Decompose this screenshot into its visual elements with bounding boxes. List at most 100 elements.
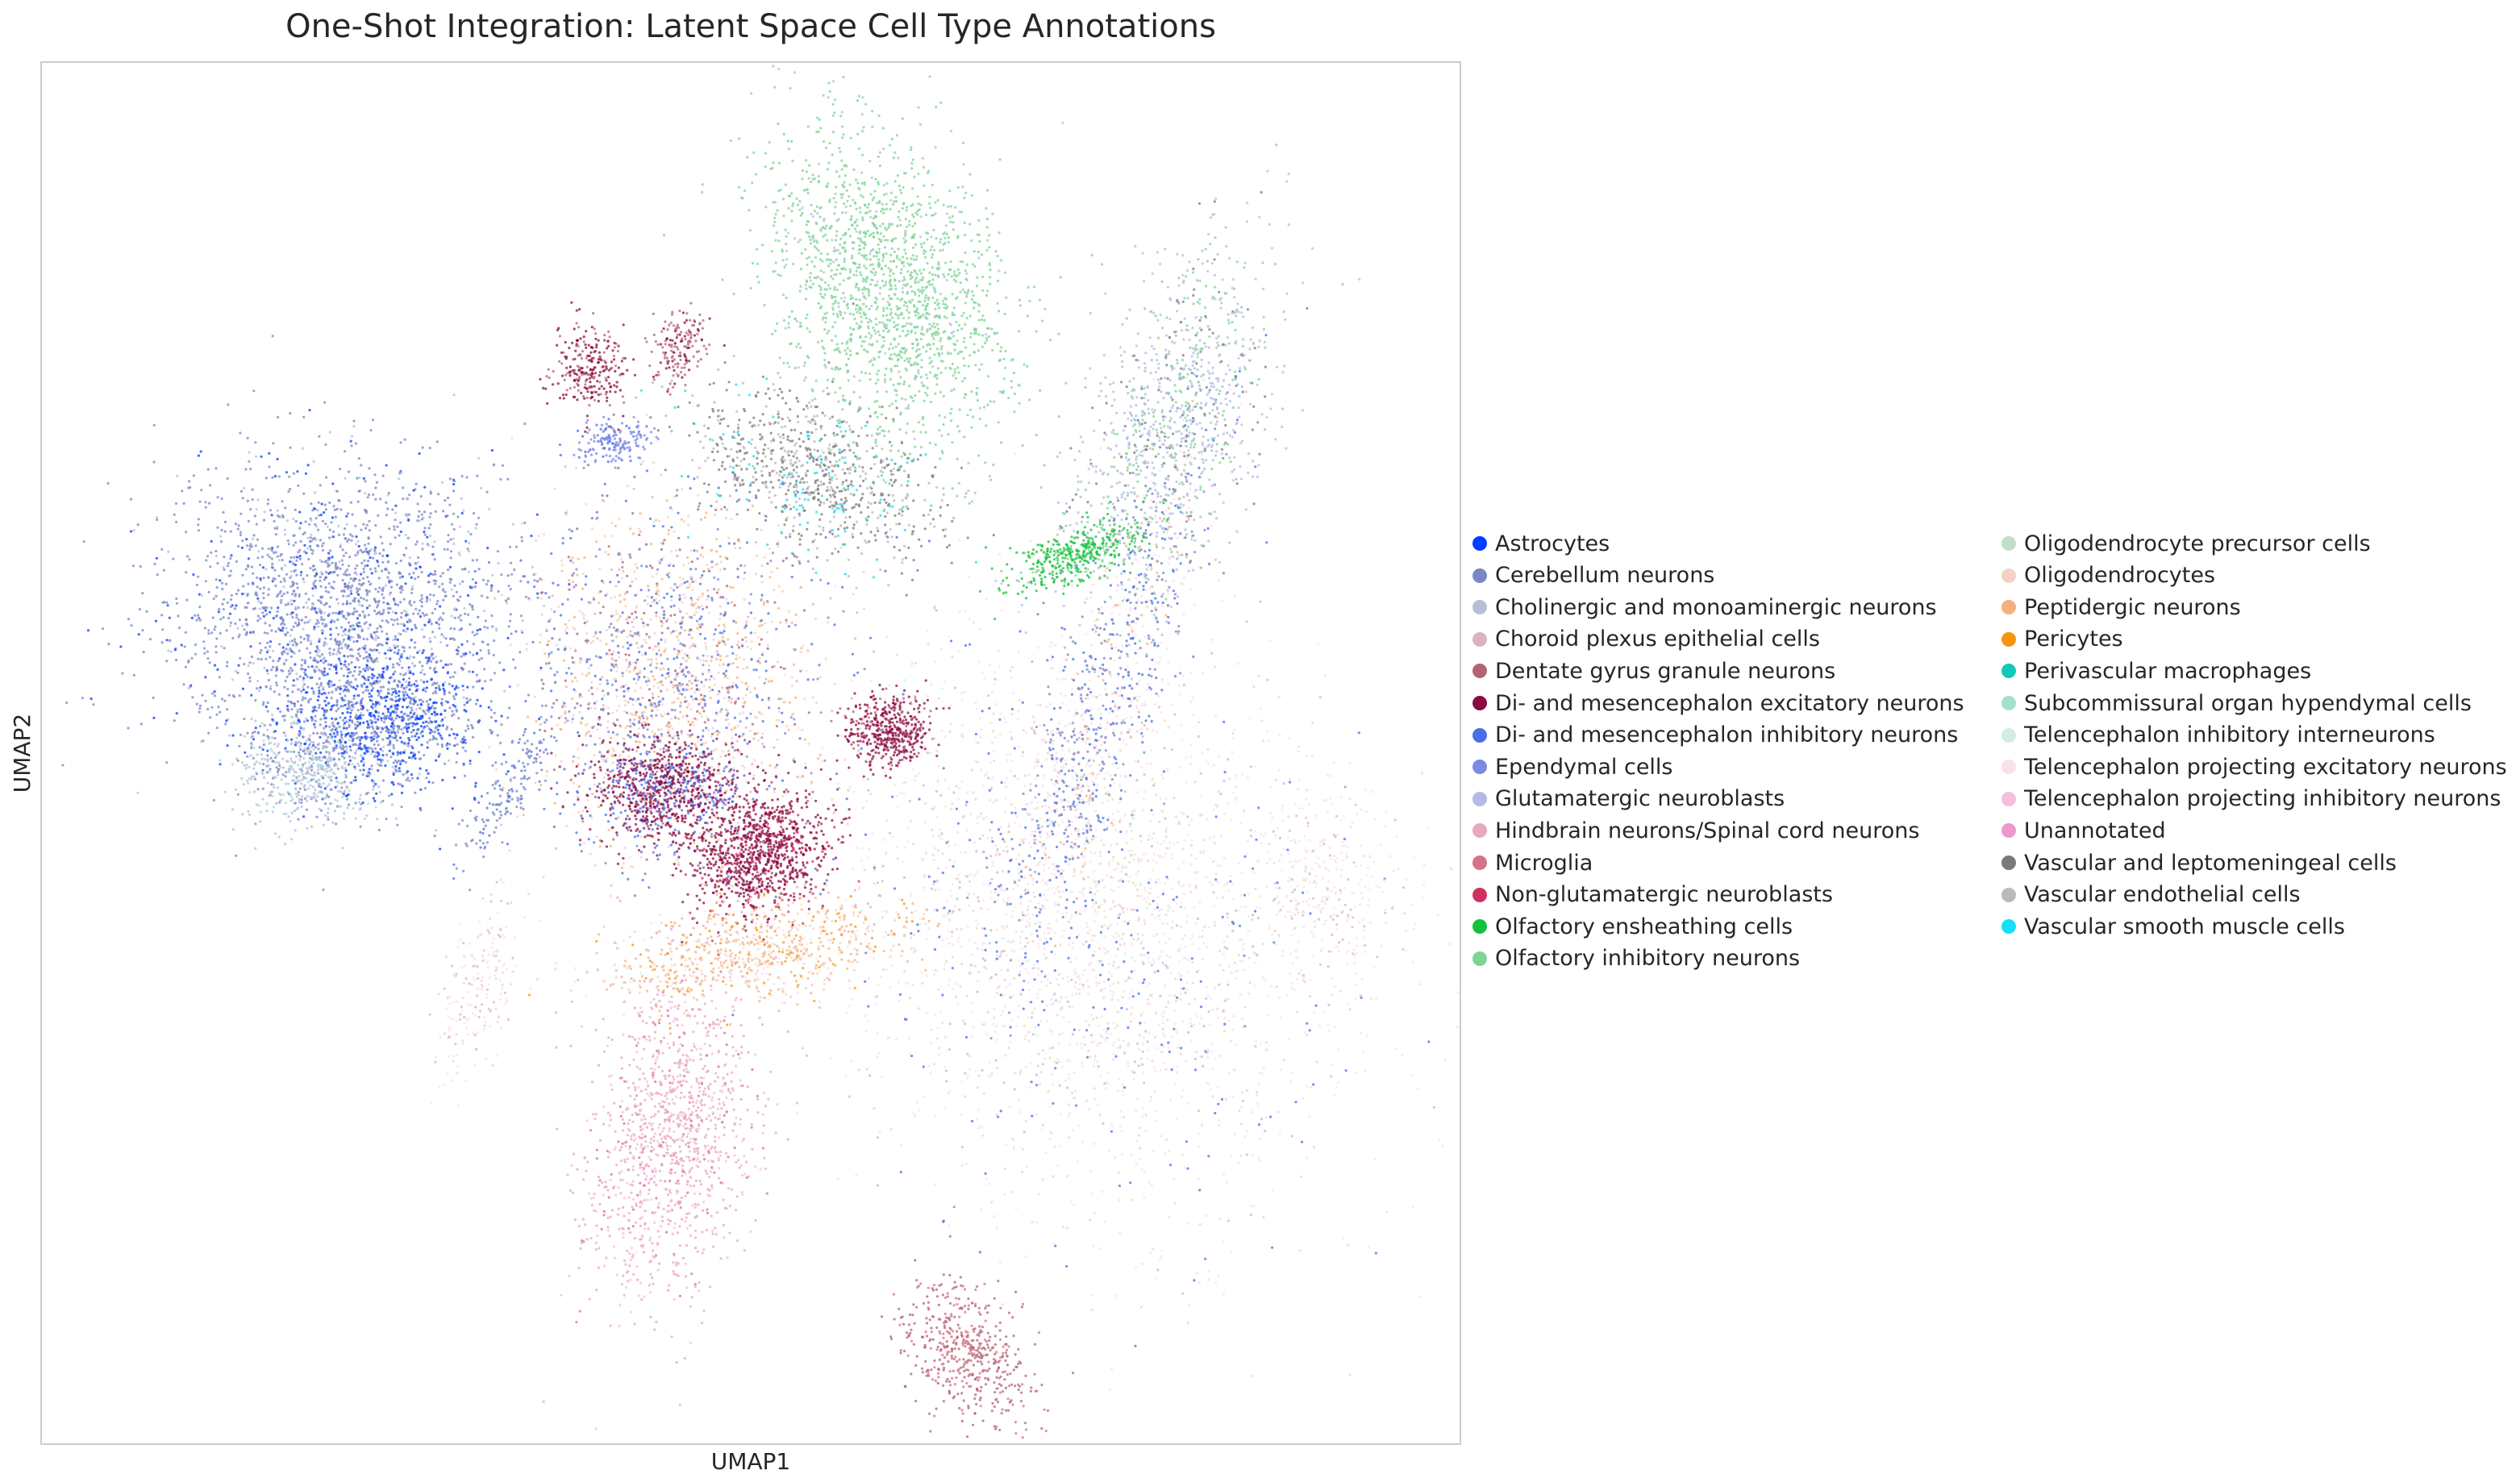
cell-point — [389, 676, 392, 680]
cell-point — [139, 565, 142, 568]
cell-point — [240, 761, 244, 764]
cell-point — [358, 614, 361, 617]
cell-point — [352, 674, 355, 677]
cell-point — [793, 71, 797, 74]
cell-point — [220, 581, 224, 585]
cell-point — [454, 736, 457, 740]
cell-point — [356, 500, 360, 503]
cell-point — [300, 571, 303, 574]
cell-point — [877, 330, 880, 333]
cell-point — [512, 658, 515, 661]
cell-point — [889, 378, 892, 381]
cell-point — [975, 391, 978, 394]
cell-point — [392, 743, 395, 747]
cell-point — [285, 613, 289, 616]
cell-point — [852, 273, 856, 277]
cell-point — [732, 292, 735, 296]
cell-point — [261, 611, 264, 614]
cell-point — [477, 658, 481, 662]
cell-point — [835, 234, 838, 237]
cell-point — [342, 726, 346, 730]
cell-point — [1002, 377, 1006, 381]
cell-point — [92, 703, 95, 706]
cell-point — [938, 306, 941, 310]
cell-point — [421, 611, 424, 615]
cell-point — [364, 480, 367, 483]
cell-point — [899, 376, 902, 379]
cell-point — [786, 139, 789, 143]
cell-point — [831, 153, 834, 156]
cell-point — [455, 693, 458, 696]
cell-point — [841, 398, 844, 401]
cell-point — [373, 567, 377, 570]
cell-point — [921, 156, 924, 160]
cell-point — [336, 650, 339, 653]
cell-point — [243, 592, 246, 596]
cell-point — [197, 575, 200, 578]
cell-point — [500, 714, 503, 718]
cell-point — [910, 257, 913, 260]
cell-point — [289, 655, 293, 659]
cell-point — [416, 651, 419, 655]
cell-point — [419, 731, 423, 735]
cell-point — [279, 629, 282, 632]
cell-point — [152, 716, 156, 720]
cell-point — [313, 670, 316, 673]
cell-point — [923, 184, 926, 187]
cell-point — [425, 600, 428, 603]
cell-point — [770, 250, 774, 253]
cell-point — [292, 625, 295, 628]
cell-point — [367, 580, 370, 583]
cell-point — [284, 603, 287, 606]
cell-point — [841, 125, 844, 128]
cell-point — [781, 259, 785, 262]
cell-point — [875, 227, 878, 230]
cell-point — [400, 656, 403, 659]
cell-point — [295, 776, 298, 780]
cell-point — [417, 612, 420, 615]
cell-point — [264, 477, 268, 480]
cell-point — [856, 304, 859, 307]
cell-point — [799, 346, 802, 349]
cell-point — [255, 508, 258, 511]
cell-point — [356, 625, 360, 628]
cell-point — [318, 640, 321, 643]
cell-point — [387, 707, 390, 711]
cell-point — [281, 627, 285, 630]
cell-point — [889, 270, 892, 273]
cell-point — [312, 690, 315, 693]
cell-point — [953, 371, 956, 374]
cell-point — [281, 618, 285, 621]
cell-point — [986, 289, 989, 293]
cell-point — [372, 727, 375, 731]
cell-point — [256, 538, 260, 541]
cell-point — [443, 762, 447, 765]
cell-point — [449, 627, 452, 631]
cell-point — [427, 781, 431, 784]
cell-point — [389, 649, 392, 652]
cell-point — [662, 234, 666, 237]
cell-point — [306, 634, 309, 637]
cell-point — [810, 181, 813, 184]
cell-point — [848, 227, 851, 231]
cell-point — [399, 585, 403, 588]
cell-point — [316, 618, 319, 622]
cell-point — [870, 343, 873, 347]
cell-point — [860, 113, 864, 116]
cell-point — [441, 589, 444, 592]
cell-point — [203, 651, 206, 656]
cell-point — [931, 273, 934, 276]
cell-point — [387, 681, 390, 684]
cell-point — [381, 754, 385, 757]
umap-scatter — [61, 65, 1460, 1439]
cell-point — [460, 643, 464, 647]
cell-point — [398, 699, 401, 702]
cell-point — [297, 818, 300, 821]
cell-point — [411, 724, 414, 728]
cell-point — [345, 797, 348, 801]
cell-point — [843, 296, 847, 299]
cell-point — [850, 256, 854, 260]
cell-point — [332, 648, 335, 651]
cell-point — [317, 791, 320, 794]
cell-point — [351, 648, 354, 651]
